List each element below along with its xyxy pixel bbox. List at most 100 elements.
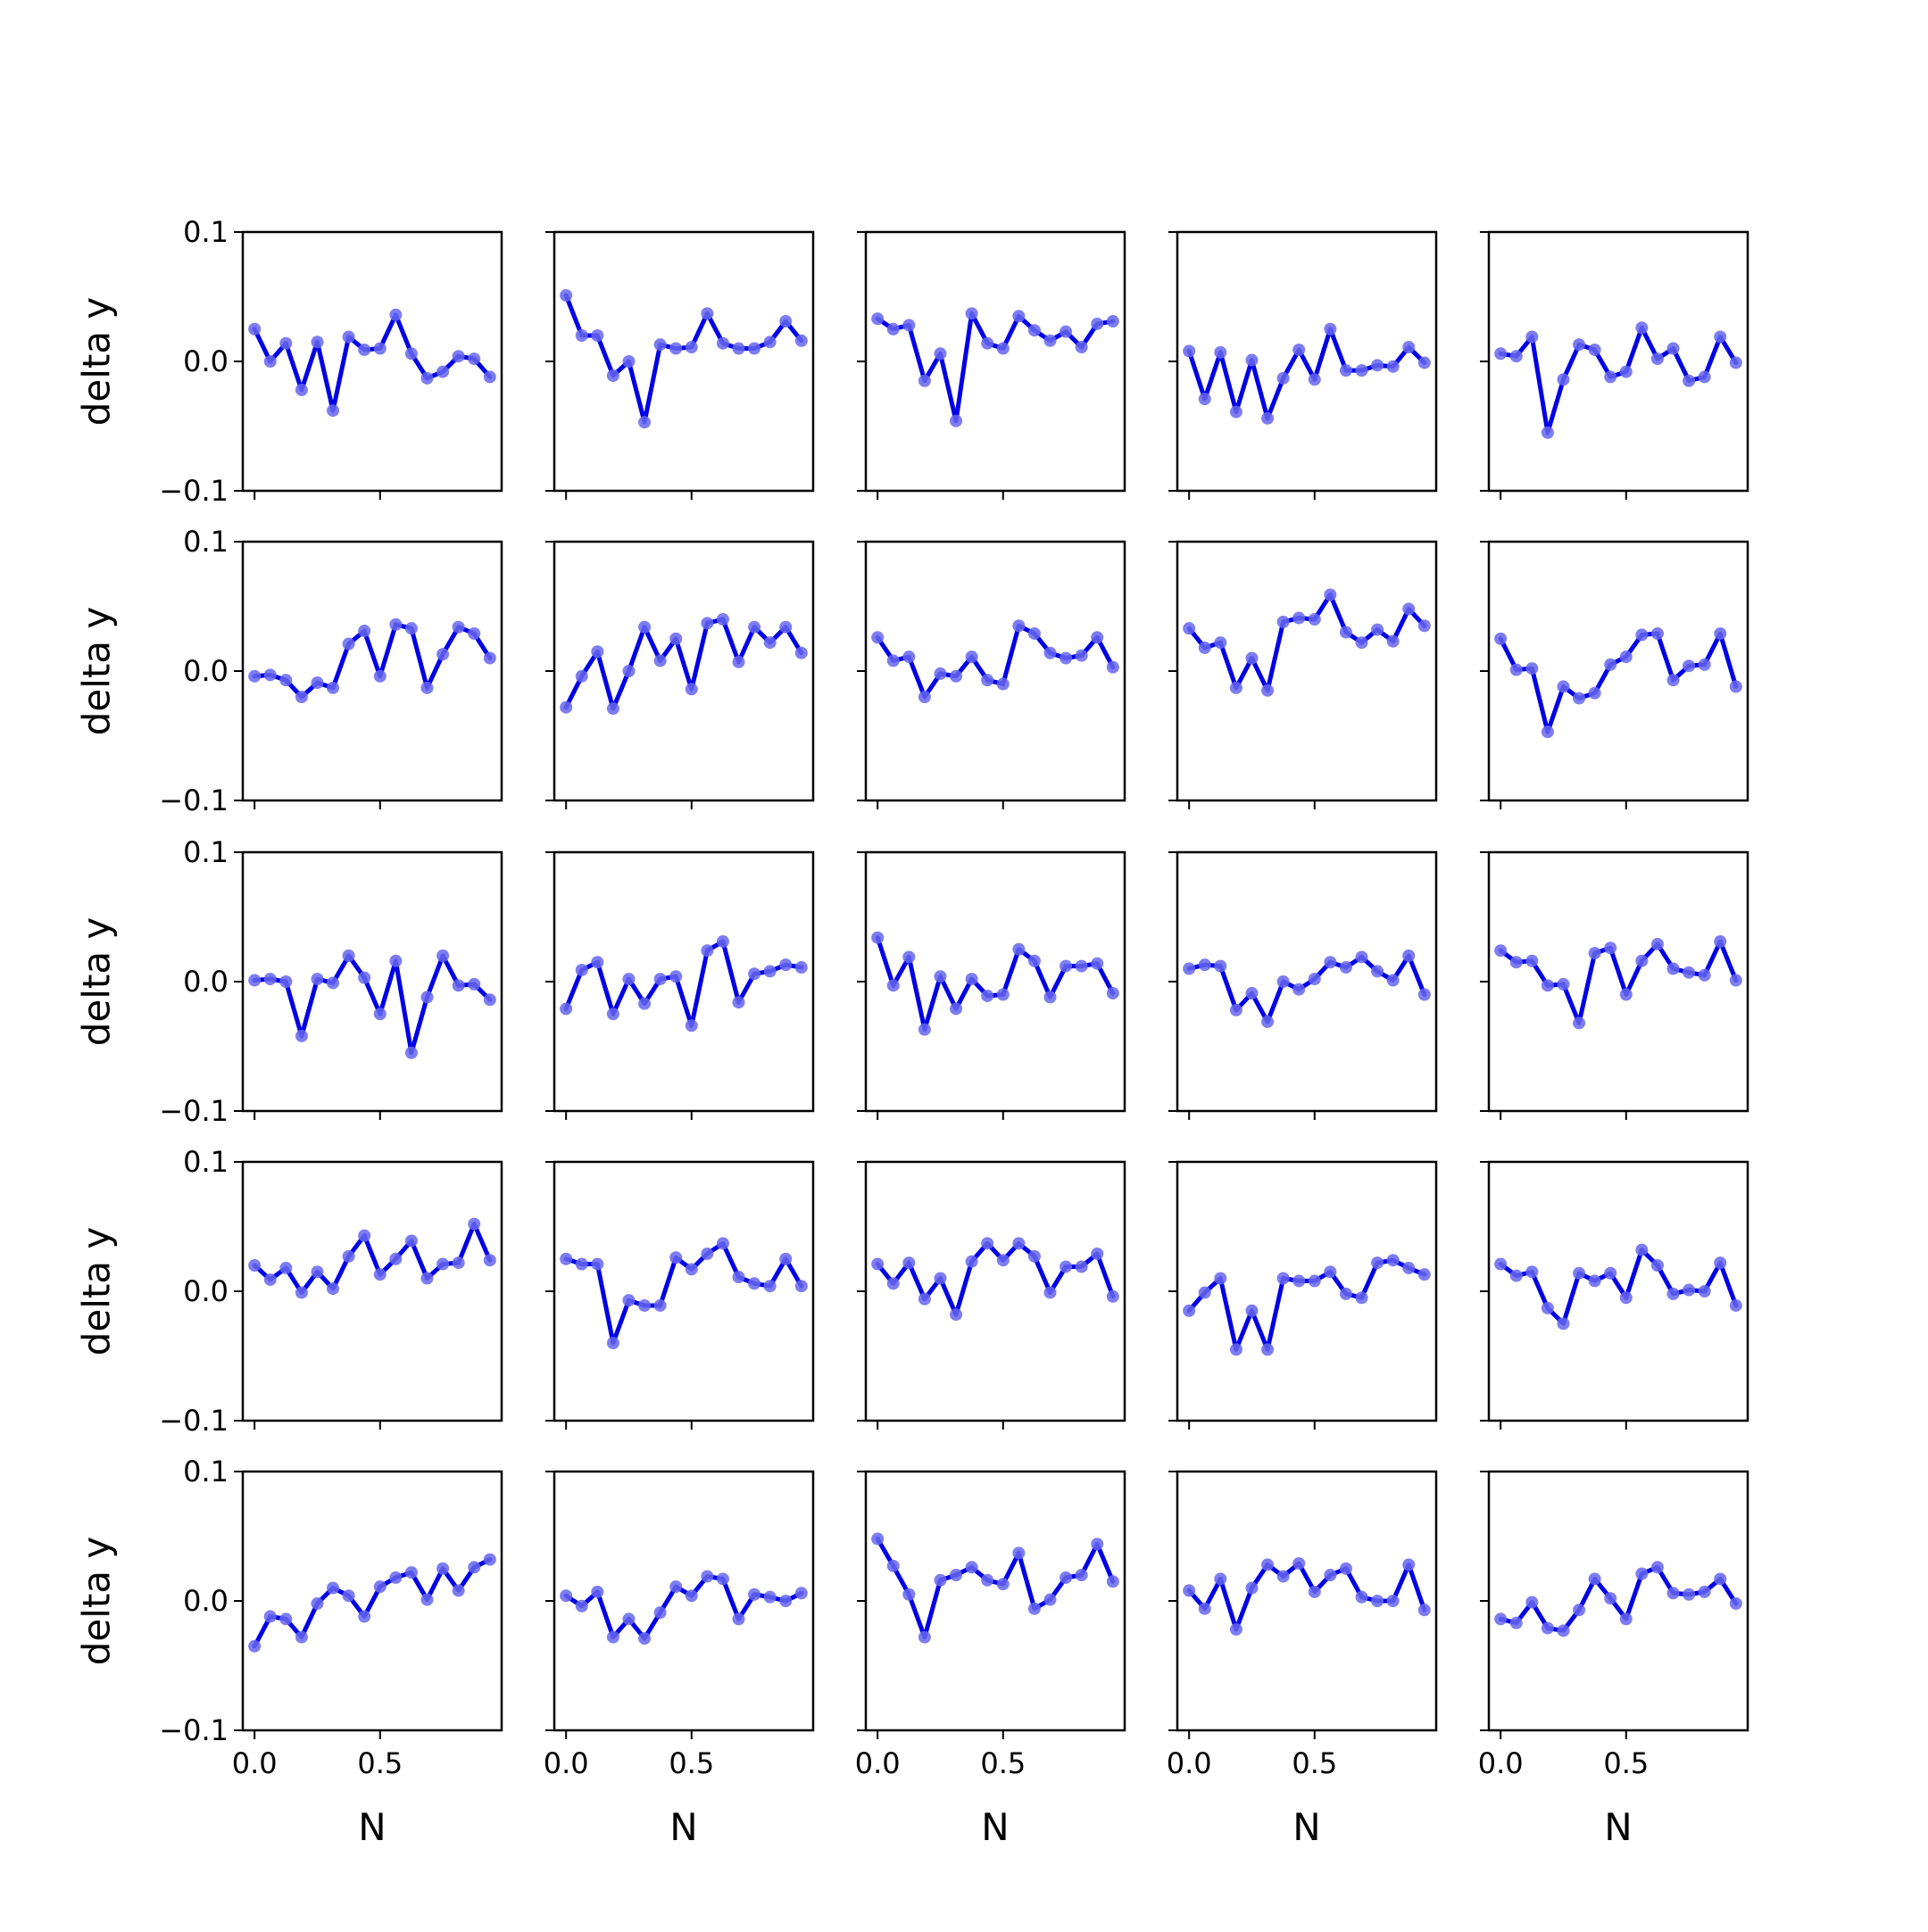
y-tick-label: −0.1 [159, 1713, 229, 1747]
data-point [918, 1023, 931, 1036]
data-point [1214, 345, 1227, 359]
y-tick-label: 0.1 [183, 215, 229, 249]
y-axis-label: delta y [75, 917, 119, 1047]
data-point [685, 1019, 698, 1032]
data-point [748, 1277, 761, 1290]
data-point [1355, 950, 1368, 964]
data-point [342, 637, 355, 651]
x-tick-label: 0.0 [1167, 1746, 1212, 1780]
data-point [1650, 937, 1664, 950]
data-point [1588, 1274, 1601, 1288]
data-point [436, 648, 450, 661]
data-point [1573, 1604, 1586, 1617]
data-point [1619, 365, 1633, 378]
data-point [1198, 958, 1211, 972]
data-point [748, 1588, 761, 1601]
data-point [452, 620, 465, 634]
data-point [1650, 626, 1664, 640]
data-point [1494, 1613, 1508, 1626]
data-point [1012, 310, 1026, 323]
data-point [295, 383, 308, 396]
data-point [965, 1561, 978, 1574]
y-tick-label: 0.0 [183, 654, 229, 688]
data-point [452, 1256, 465, 1270]
data-point [342, 330, 355, 344]
data-point [1557, 680, 1570, 693]
panel-r5-c3: 0.0 0.5 N [855, 1470, 1126, 1849]
data-point [1027, 1249, 1041, 1263]
data-point [1183, 1584, 1196, 1597]
x-tick-label: 0.5 [669, 1746, 714, 1780]
data-point [1292, 343, 1306, 356]
data-point [389, 954, 403, 967]
data-point [420, 371, 434, 385]
data-point [622, 1294, 636, 1307]
data-point [1417, 1604, 1431, 1617]
data-point [560, 701, 573, 714]
data-point [1683, 659, 1696, 673]
data-point [1308, 1585, 1321, 1598]
data-point [575, 669, 588, 683]
x-tick-label: 0.0 [1478, 1746, 1524, 1780]
data-point [996, 1254, 1010, 1267]
data-point [404, 1046, 418, 1059]
series-line [1498, 325, 1739, 435]
data-point [1494, 944, 1508, 958]
data-point [965, 651, 978, 664]
data-point [981, 1573, 994, 1587]
data-point [606, 369, 619, 382]
data-point [404, 622, 418, 635]
series-line [252, 1557, 493, 1649]
data-point [1666, 342, 1680, 355]
data-point [1494, 632, 1508, 645]
data-point [1635, 321, 1649, 335]
data-point [1198, 1286, 1211, 1299]
data-point [1371, 623, 1384, 636]
data-point [763, 1280, 777, 1293]
data-point [1339, 1287, 1352, 1300]
data-point [248, 1639, 262, 1653]
data-point [1541, 426, 1554, 439]
data-point [1635, 628, 1649, 642]
data-point [902, 651, 916, 664]
data-point [685, 1589, 698, 1603]
data-point [1573, 692, 1586, 705]
data-point [794, 1587, 808, 1600]
data-point [1324, 1569, 1337, 1581]
data-point [638, 620, 652, 634]
data-point [1060, 959, 1073, 973]
data-point [606, 1337, 619, 1349]
y-tick-label: 0.0 [183, 344, 229, 378]
data-point [1324, 956, 1337, 969]
x-tick-label: 0.0 [544, 1746, 589, 1780]
data-point [1371, 1256, 1384, 1270]
data-point [468, 1561, 481, 1574]
data-point [295, 1029, 308, 1042]
data-point [327, 1581, 340, 1595]
data-point [1091, 1538, 1104, 1551]
data-point [591, 329, 604, 342]
data-point [685, 341, 698, 354]
data-point [1386, 1254, 1400, 1267]
data-point [468, 626, 481, 640]
panel-r4-c2 [545, 1160, 815, 1430]
data-point [886, 1559, 900, 1572]
data-point [358, 343, 371, 356]
data-point [1619, 651, 1633, 664]
data-point [295, 1630, 308, 1644]
data-point [1075, 959, 1088, 973]
panel-r3-c4 [1168, 850, 1438, 1120]
data-point [638, 997, 652, 1010]
data-point [560, 1002, 573, 1016]
data-point [468, 1217, 481, 1231]
data-point [279, 1261, 293, 1274]
data-point [311, 1265, 324, 1279]
x-tick-label: 0.5 [357, 1746, 403, 1780]
data-point [1245, 1581, 1259, 1595]
data-point [1292, 1274, 1306, 1288]
data-point [248, 1259, 262, 1272]
data-point [981, 1237, 994, 1250]
data-point [1525, 1596, 1539, 1609]
data-point [669, 1580, 683, 1594]
y-tick-label: 0.1 [183, 1145, 229, 1179]
